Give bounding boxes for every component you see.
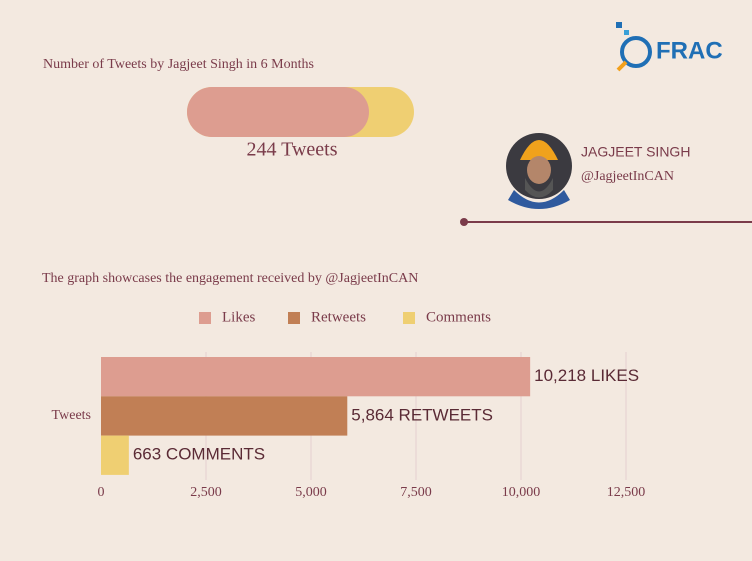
- header-title: Number of Tweets by Jagjeet Singh in 6 M…: [43, 57, 314, 72]
- avatar: [506, 133, 572, 209]
- divider-dot: [460, 218, 468, 226]
- legend-swatch: [403, 312, 415, 324]
- pill-fill: [187, 87, 369, 137]
- value-label: 663 COMMENTS: [133, 445, 265, 464]
- legend-swatch: [288, 312, 300, 324]
- legend-swatch: [199, 312, 211, 324]
- logo-text: FRAC: [656, 37, 723, 64]
- x-tick-label: 2,500: [190, 485, 222, 500]
- bar: [101, 435, 129, 475]
- value-label: 5,864 RETWEETS: [351, 405, 493, 424]
- value-label: 10,218 LIKES: [534, 366, 639, 385]
- legend-label: Comments: [426, 309, 491, 325]
- x-tick-label: 5,000: [295, 485, 327, 500]
- profile-handle: @JagjeetInCAN: [581, 169, 674, 184]
- profile-name: JAGJEET SINGH: [581, 144, 690, 160]
- tweet-count: 244 Tweets: [247, 139, 338, 161]
- bar: [101, 357, 531, 397]
- legend-label: Retweets: [311, 309, 366, 325]
- bar: [101, 396, 348, 436]
- x-tick-label: 10,000: [502, 485, 541, 500]
- x-tick-label: 12,500: [607, 485, 646, 500]
- legend-label: Likes: [222, 309, 255, 325]
- y-tick-label: Tweets: [52, 408, 91, 423]
- logo: [616, 22, 652, 72]
- x-tick-label: 0: [98, 485, 105, 500]
- chart-title: The graph showcases the engagement recei…: [42, 271, 418, 286]
- x-tick-label: 7,500: [400, 485, 432, 500]
